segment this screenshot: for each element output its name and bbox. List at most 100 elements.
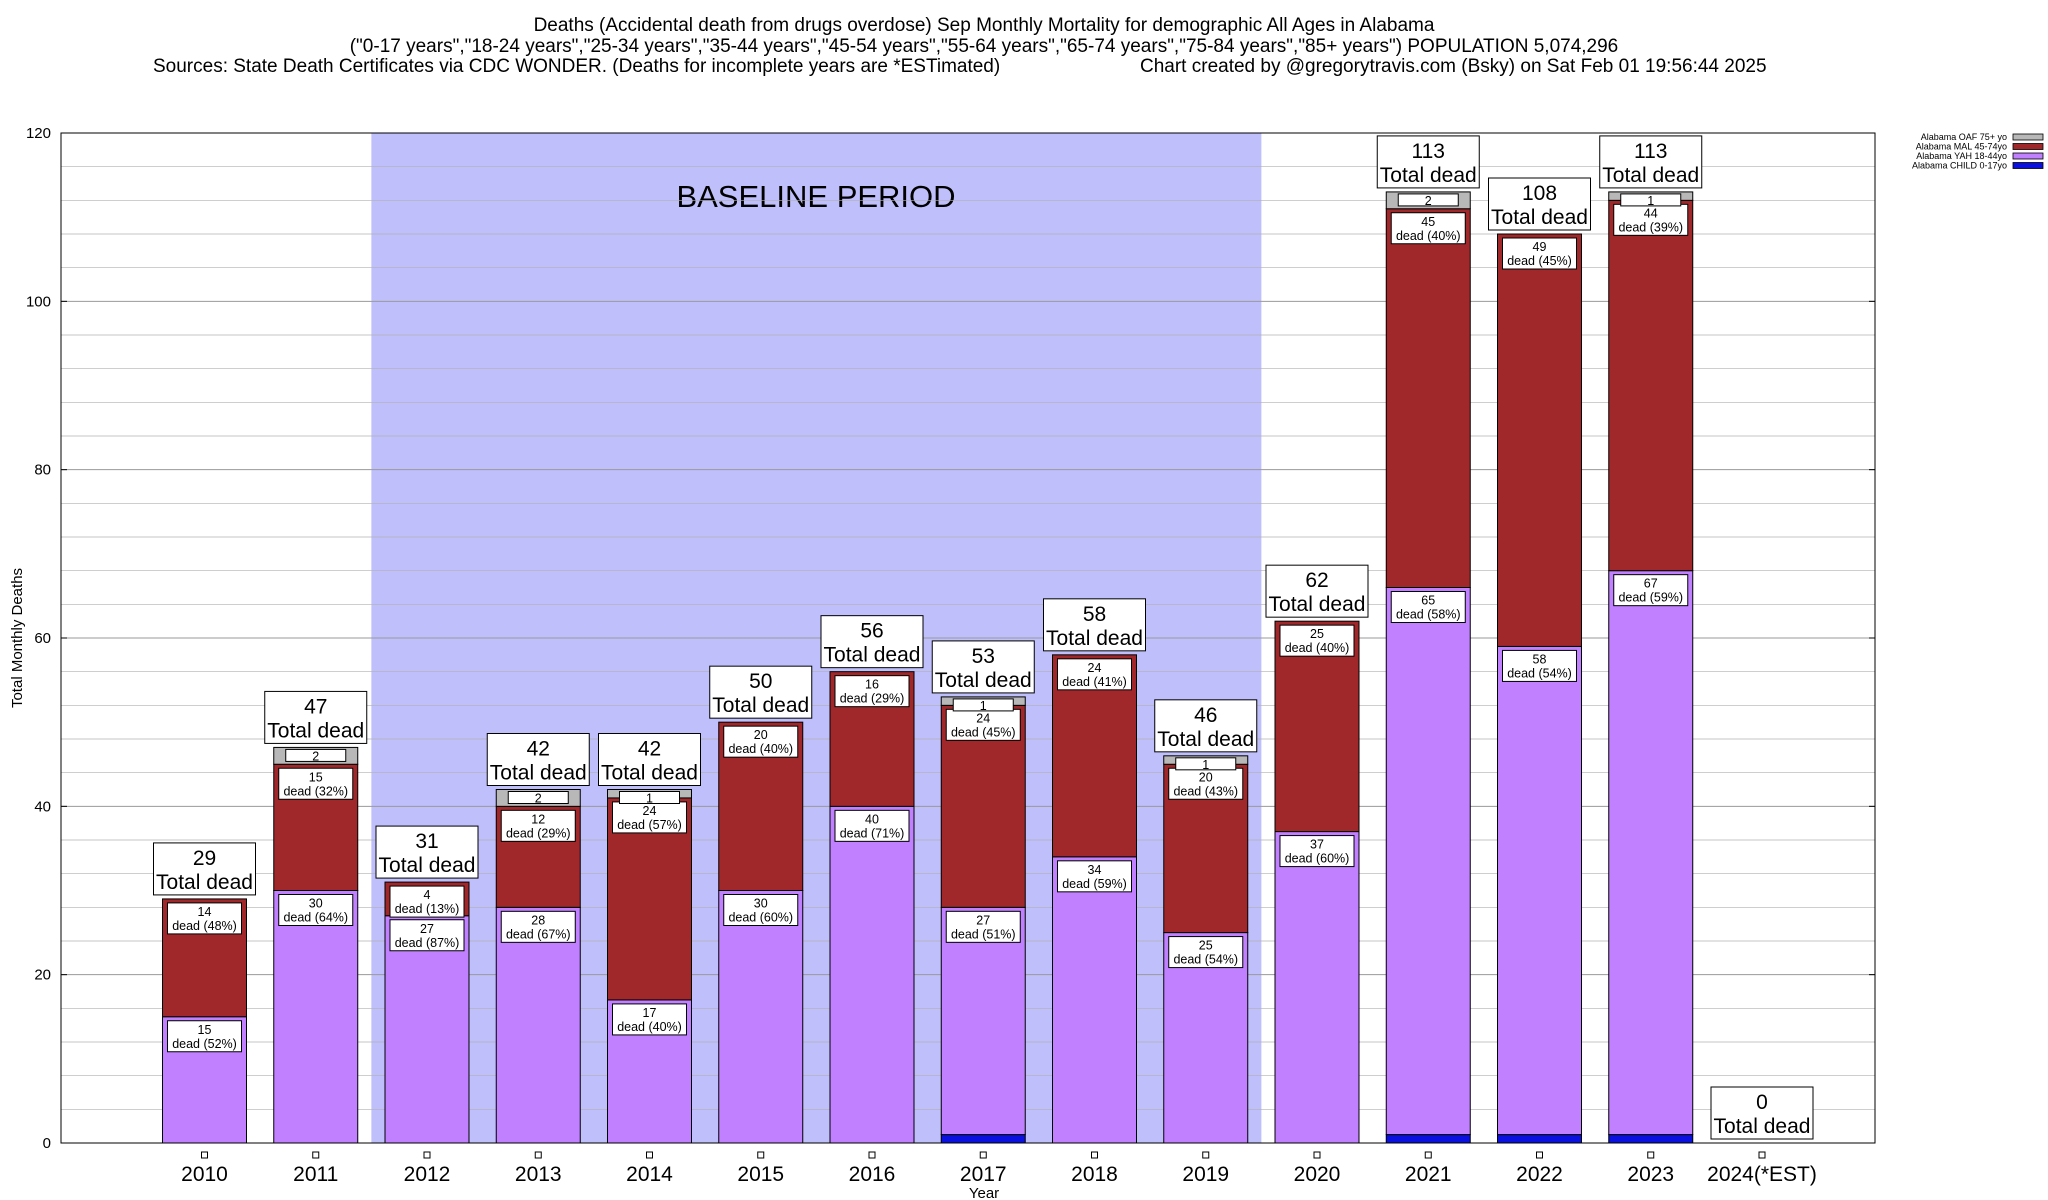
segment-label-box xyxy=(834,675,910,708)
total-label-text: Total dead xyxy=(267,719,364,742)
segment-label-pct: dead (87%) xyxy=(395,936,460,950)
bar-segment-yah xyxy=(1385,587,1471,1136)
chart-credit: Chart created by @gregorytravis.com (Bsk… xyxy=(1140,56,1767,77)
x-tick-marker xyxy=(312,1151,320,1159)
total-label-box xyxy=(598,733,701,786)
x-tick-label: 2022 xyxy=(1516,1163,1563,1186)
total-label-value: 108 xyxy=(1522,182,1557,205)
oaf-label-box xyxy=(1397,193,1459,207)
segment-label-pct: dead (40%) xyxy=(1285,641,1350,655)
segment-label-box xyxy=(1057,860,1132,893)
y-tick-label: 100 xyxy=(26,293,51,310)
total-label-value: 42 xyxy=(638,738,661,761)
bar-segment-yah xyxy=(384,915,470,1144)
segment-label-count: 15 xyxy=(309,770,323,784)
total-label-value: 47 xyxy=(304,695,327,718)
segment-label-count: 25 xyxy=(1310,627,1324,641)
segment-label-box xyxy=(1502,237,1577,270)
segment-label-pct: dead (45%) xyxy=(1507,254,1572,268)
x-tick-marker xyxy=(868,1151,876,1159)
bar-segment-yah xyxy=(1608,570,1694,1136)
oaf-label-box xyxy=(1620,193,1682,207)
segment-label-box xyxy=(723,725,799,758)
bar-segment-child xyxy=(1608,1134,1694,1144)
legend-label: Alabama MAL 45-74yo xyxy=(1916,142,2007,152)
bar-segment-yah xyxy=(273,890,359,1144)
segment-label-box xyxy=(500,809,576,842)
bar-segment-yah xyxy=(1052,856,1137,1144)
segment-label-pct: dead (13%) xyxy=(395,902,460,916)
oaf-label-count: 2 xyxy=(312,749,319,763)
segment-label-count: 34 xyxy=(1088,863,1102,877)
total-label-text: Total dead xyxy=(1157,728,1254,751)
segment-label-count: 27 xyxy=(976,913,990,927)
segment-label-count: 49 xyxy=(1533,240,1547,254)
x-tick-label: 2020 xyxy=(1294,1163,1341,1186)
total-label-value: 113 xyxy=(1634,140,1667,163)
total-label-text: Total dead xyxy=(490,762,587,785)
segment-label-count: 20 xyxy=(1199,770,1213,784)
x-tick-label: 2014 xyxy=(626,1163,673,1186)
bar-segment-child xyxy=(1497,1134,1582,1144)
segment-label-box xyxy=(167,1020,242,1053)
oaf-label-box xyxy=(952,698,1014,712)
y-tick-label: 80 xyxy=(34,462,51,479)
segment-label-pct: dead (32%) xyxy=(283,784,348,798)
segment-label-count: 14 xyxy=(198,905,212,919)
chart-source: Sources: State Death Certificates via CD… xyxy=(153,56,1000,77)
segment-label-box xyxy=(1613,203,1689,236)
x-tick-label: 2021 xyxy=(1405,1163,1452,1186)
total-label-value: 50 xyxy=(749,670,772,693)
total-label-value: 42 xyxy=(527,738,550,761)
y-tick-label: 0 xyxy=(43,1135,51,1152)
total-label-text: Total dead xyxy=(379,854,476,877)
total-label-value: 62 xyxy=(1305,569,1328,592)
segment-label-box xyxy=(500,910,576,943)
x-tick-marker xyxy=(534,1151,542,1159)
legend-swatch xyxy=(2012,162,2044,169)
segment-label-pct: dead (60%) xyxy=(728,911,793,925)
segment-label-box xyxy=(723,894,799,926)
oaf-label-box xyxy=(285,748,347,762)
total-label-value: 56 xyxy=(860,620,883,643)
x-tick-label: 2018 xyxy=(1071,1163,1118,1186)
total-label-box xyxy=(1488,177,1591,231)
segment-label-count: 44 xyxy=(1644,206,1658,220)
bar-segment-yah xyxy=(940,906,1026,1136)
total-label-text: Total dead xyxy=(1602,164,1699,187)
x-tick-label: 2019 xyxy=(1182,1163,1229,1186)
x-tick-marker xyxy=(1536,1151,1543,1159)
segment-label-box xyxy=(278,894,354,926)
total-label-box xyxy=(1376,135,1480,189)
y-tick-label: 120 xyxy=(26,125,51,142)
x-tick-marker xyxy=(423,1151,431,1159)
total-label-box xyxy=(931,640,1035,694)
segment-label-count: 28 xyxy=(531,913,545,927)
segment-label-pct: dead (51%) xyxy=(951,927,1016,941)
segment-label-box xyxy=(1057,658,1132,691)
bar-segment-mal xyxy=(1497,233,1582,647)
x-tick-label: 2011 xyxy=(293,1163,338,1186)
segment-label-count: 37 xyxy=(1310,838,1324,852)
x-axis-label: Year xyxy=(969,1185,999,1200)
segment-label-box xyxy=(1390,212,1466,245)
segment-label-box xyxy=(167,902,242,935)
bar-segment-mal xyxy=(1385,208,1471,588)
total-label-box xyxy=(820,615,924,669)
total-label-value: 29 xyxy=(193,847,216,870)
chart-subtitle: ("0-17 years","18-24 years","25-34 years… xyxy=(350,36,1619,57)
segment-label-box xyxy=(1168,936,1244,969)
x-tick-label: 2017 xyxy=(960,1163,1007,1186)
segment-label-count: 67 xyxy=(1644,577,1658,591)
oaf-label-count: 1 xyxy=(646,792,653,806)
segment-label-pct: dead (71%) xyxy=(840,826,905,840)
segment-label-box xyxy=(612,1003,687,1036)
oaf-label-count: 1 xyxy=(980,699,987,713)
x-tick-label: 2010 xyxy=(181,1163,228,1186)
segment-label-pct: dead (64%) xyxy=(283,911,348,925)
segment-label-pct: dead (57%) xyxy=(617,818,682,832)
segment-label-count: 40 xyxy=(865,812,879,826)
total-label-text: Total dead xyxy=(1380,164,1477,187)
x-tick-label: 2016 xyxy=(849,1163,896,1186)
